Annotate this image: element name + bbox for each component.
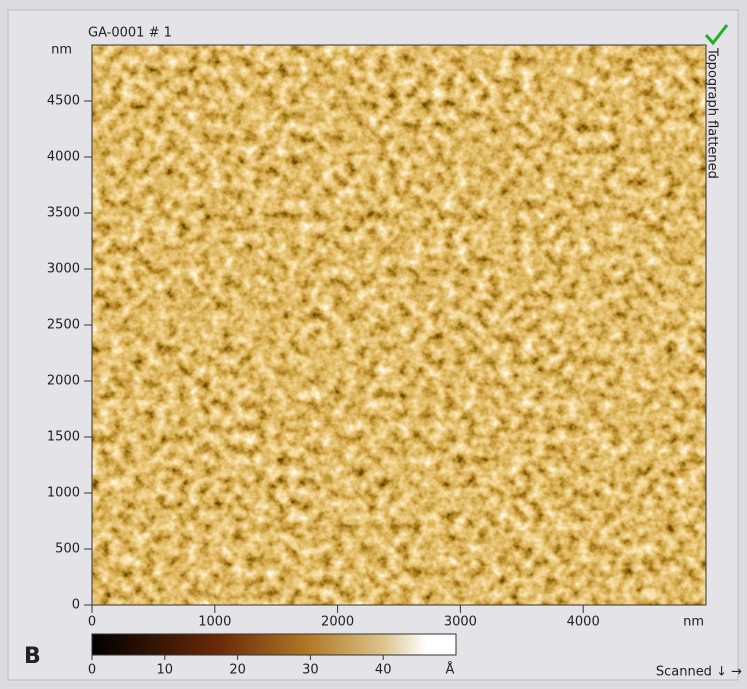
check-icon [704,24,729,46]
x-tick-label: 3000 [444,615,477,630]
y-tick-label: 0 [72,598,80,613]
colorbar-tick-label: 30 [302,663,319,678]
colorbar-unit: Å [446,662,455,678]
y-unit: nm [51,43,72,58]
side-label: Topograph flattened [705,47,720,179]
x-tick-label: 1000 [198,615,231,630]
y-tick-label: 500 [55,542,80,557]
status-text: Scanned ↓ → [656,665,742,680]
y-tick-label: 4000 [47,150,80,165]
x-tick-label: 2000 [321,615,354,630]
colorbar-tick-label: 40 [375,663,392,678]
y-tick-label: 2000 [47,374,80,389]
colorbar [91,633,457,656]
y-tick-label: 2500 [47,318,80,333]
y-tick-label: 1000 [47,486,80,501]
colorbar-tick-label: 20 [229,663,246,678]
y-tick-label: 4500 [47,94,80,109]
x-tick-label: 0 [88,615,96,630]
x-tick-label: 4000 [567,615,600,630]
y-tick-label: 3000 [47,262,80,277]
topography-image [92,45,706,605]
x-unit: nm [683,615,704,630]
colorbar-tick-label: 0 [88,663,96,678]
y-tick-label: 3500 [47,206,80,221]
colorbar-tick-label: 10 [157,663,174,678]
y-tick-label: 1500 [47,430,80,445]
panel-label: B [24,644,41,669]
image-title: GA-0001 # 1 [88,26,172,41]
